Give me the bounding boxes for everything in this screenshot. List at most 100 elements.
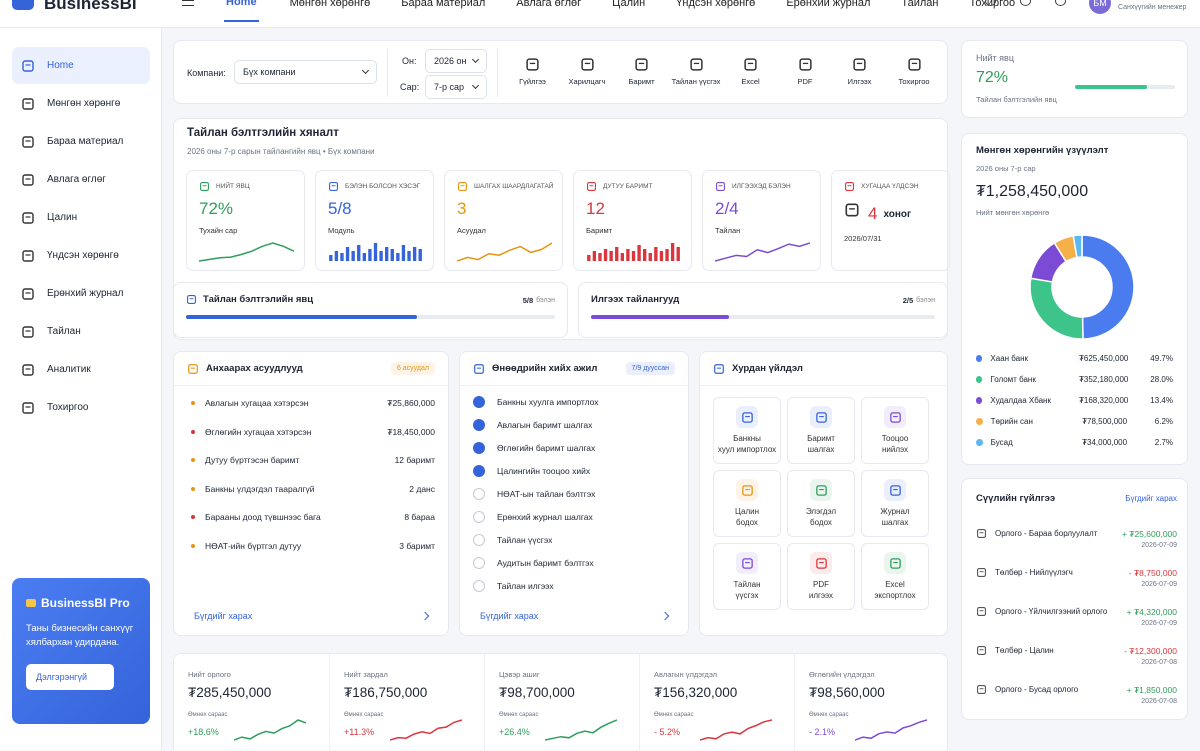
task-item[interactable]: Тайлан үүсгэх bbox=[473, 533, 678, 547]
toolbar-action[interactable]: Excel bbox=[723, 57, 778, 86]
nav-tab[interactable]: Тайлан bbox=[901, 0, 939, 9]
kpi-card: ИЛГЭЭХЭД БЭЛЭН 2/4 Тайлан bbox=[702, 170, 821, 271]
nav-tab[interactable]: Home bbox=[224, 0, 259, 22]
toolbar-action[interactable]: Гүйлгээ bbox=[505, 57, 560, 86]
spark-bar bbox=[407, 251, 411, 261]
progress-track bbox=[591, 315, 935, 319]
nav-tab[interactable]: Цалин bbox=[612, 0, 646, 9]
icon bbox=[744, 58, 757, 71]
year-select[interactable]: 2026 он bbox=[425, 49, 487, 73]
panel-title: Өнөөдрийн хийх ажил bbox=[492, 363, 598, 374]
nav-tab[interactable]: Бараа материал bbox=[401, 0, 486, 9]
attention-value: ₮18,450,000 bbox=[387, 426, 435, 437]
quick-tile[interactable]: Цалин бодох bbox=[713, 470, 781, 537]
header: BusinessBI Home Мөнгөн хөрөнгө Бараа матери… bbox=[0, 0, 1200, 28]
task-item[interactable]: Өглөгийн баримт шалгах bbox=[473, 441, 678, 455]
sidebar-item[interactable]: Авлага өглөг bbox=[12, 161, 150, 198]
task-item[interactable]: Тайлан илгээх bbox=[473, 579, 678, 593]
summary-label: Цэвэр ашиг bbox=[499, 670, 540, 679]
legend-dot bbox=[976, 397, 983, 404]
quick-tile[interactable]: Элэгдэл бодох bbox=[787, 470, 855, 537]
panel-link[interactable]: Бүгдийг харах bbox=[480, 611, 670, 621]
pc-title: Тайлан бэлтгэлийн явц bbox=[203, 294, 314, 305]
toolbar-action[interactable]: Илгээх bbox=[832, 57, 887, 86]
sidebar-item[interactable]: Цалин bbox=[12, 199, 150, 236]
checkbox bbox=[473, 419, 485, 431]
spark-bar bbox=[357, 245, 361, 261]
task-item[interactable]: Аудитын баримт бэлтгэх bbox=[473, 556, 678, 570]
kpi-head: БЭЛЭН БОЛСОН ХЭСЭГ bbox=[328, 181, 420, 192]
tile-icon bbox=[736, 479, 758, 501]
icon-shape bbox=[845, 203, 859, 217]
quick-tile[interactable]: PDF илгээх bbox=[787, 543, 855, 610]
icon-shape bbox=[977, 529, 986, 538]
sidebar-label: Бараа материал bbox=[47, 136, 124, 147]
dot bbox=[191, 429, 195, 434]
kpi-value-row: 12 bbox=[586, 199, 605, 219]
kpi-caption: Модуль bbox=[328, 226, 355, 235]
quick-tile[interactable]: Excel экспортлох bbox=[861, 543, 929, 610]
icon-shape bbox=[458, 182, 467, 191]
task-item[interactable]: Цалингийн тооцоо хийх bbox=[473, 464, 678, 478]
panel-title: Хурдан үйлдэл bbox=[732, 363, 803, 374]
quick-tile[interactable]: Тооцоо нийлэх bbox=[861, 397, 929, 464]
sidebar-item[interactable]: Бараа материал bbox=[12, 123, 150, 160]
sidebar-item[interactable]: Үндсэн хөрөнгө bbox=[12, 237, 150, 274]
sparkline bbox=[457, 242, 552, 262]
toolbar-action[interactable]: PDF bbox=[778, 57, 833, 86]
summary-strip: Нийт орлого ₮285,450,000 Өмнөх сараас +18.6… bbox=[173, 653, 948, 751]
icon-shape bbox=[22, 59, 34, 72]
sparkline bbox=[390, 719, 462, 741]
quick-tile[interactable]: Банкны хуул импортлох bbox=[713, 397, 781, 464]
icon-shape bbox=[689, 58, 703, 71]
sidebar-item[interactable]: Ерөнхий журнал bbox=[12, 275, 150, 312]
sparkline bbox=[234, 719, 306, 741]
header-icon[interactable] bbox=[1055, 0, 1066, 6]
nav-tab[interactable]: Ерөнхий журнал bbox=[786, 0, 871, 9]
toolbar-action[interactable]: Харилцагч bbox=[560, 57, 615, 86]
sidebar-item[interactable]: Home bbox=[12, 47, 150, 84]
attention-item: Банкны үлдэгдэл тааралгүй 2 данс bbox=[191, 482, 435, 496]
nav-tab[interactable]: Авлага өглөг bbox=[516, 0, 582, 9]
task-item[interactable]: Банкны хуулга импортлох bbox=[473, 395, 678, 409]
icon-shape bbox=[741, 484, 753, 496]
task-item[interactable]: Ерөнхий журнал шалгах bbox=[473, 510, 678, 524]
header-icon[interactable] bbox=[985, 0, 996, 6]
task-item[interactable]: НӨАТ-ын тайлан бэлтгэх bbox=[473, 487, 678, 501]
panel-link[interactable]: Бүгдийг харах bbox=[194, 611, 430, 621]
progress-track bbox=[1075, 85, 1175, 89]
icon-shape bbox=[741, 411, 753, 423]
sidebar-item[interactable]: Мөнгөн хөрөнгө bbox=[12, 85, 150, 122]
sidebar-item[interactable]: Тохиргоо bbox=[12, 389, 150, 426]
quick-tile[interactable]: Баримт шалгах bbox=[787, 397, 855, 464]
quick-tile[interactable]: Тайлан үүсгэх bbox=[713, 543, 781, 610]
quick-tile[interactable]: Журнал шалгах bbox=[861, 470, 929, 537]
kpi-label: ДУТУУ БАРИМТ bbox=[603, 183, 653, 190]
nav-tab[interactable]: Үндсэн хөрөнгө bbox=[676, 0, 756, 9]
recent-amount: - ₮12,300,000 bbox=[1124, 646, 1177, 656]
sidebar-item[interactable]: Тайлан bbox=[12, 313, 150, 350]
recent-link[interactable]: Бүгдийг харах bbox=[1125, 494, 1177, 503]
year-label: Он: bbox=[402, 56, 417, 66]
kpi-label: ШАЛГАХ ШААРДЛАГАТАЙ bbox=[474, 183, 554, 190]
toolbar-action[interactable]: Баримт bbox=[614, 57, 669, 86]
toolbar-action[interactable]: Тохиргоо bbox=[887, 57, 942, 86]
company-select[interactable]: Бүх компани bbox=[234, 60, 377, 84]
sidebar-item[interactable]: Аналитик bbox=[12, 351, 150, 388]
spark-bar bbox=[676, 247, 680, 261]
header-icon[interactable] bbox=[1020, 0, 1031, 6]
month-select[interactable]: 7-р сар bbox=[425, 75, 487, 99]
pc-label: 2/5 bbox=[902, 296, 914, 305]
icon bbox=[714, 363, 724, 374]
attention-item: Авлагын хугацаа хэтэрсэн ₮25,860,000 bbox=[191, 396, 435, 410]
task-item[interactable]: Авлагын баримт шалгах bbox=[473, 418, 678, 432]
link-text: Бүгдийг харах bbox=[194, 611, 253, 621]
icon bbox=[22, 97, 34, 110]
icon-shape bbox=[526, 58, 539, 71]
kpi-label: ИЛГЭЭХЭД БЭЛЭН bbox=[732, 183, 791, 190]
promo-button[interactable]: Дэлгэрэнгүй bbox=[26, 664, 114, 690]
toolbar-action[interactable]: Тайлан үүсгэх bbox=[669, 57, 724, 86]
nav-tab[interactable]: Мөнгөн хөрөнгө bbox=[289, 0, 371, 9]
sparkline bbox=[199, 242, 294, 262]
panel-badge: 6 асуудал bbox=[390, 362, 435, 375]
